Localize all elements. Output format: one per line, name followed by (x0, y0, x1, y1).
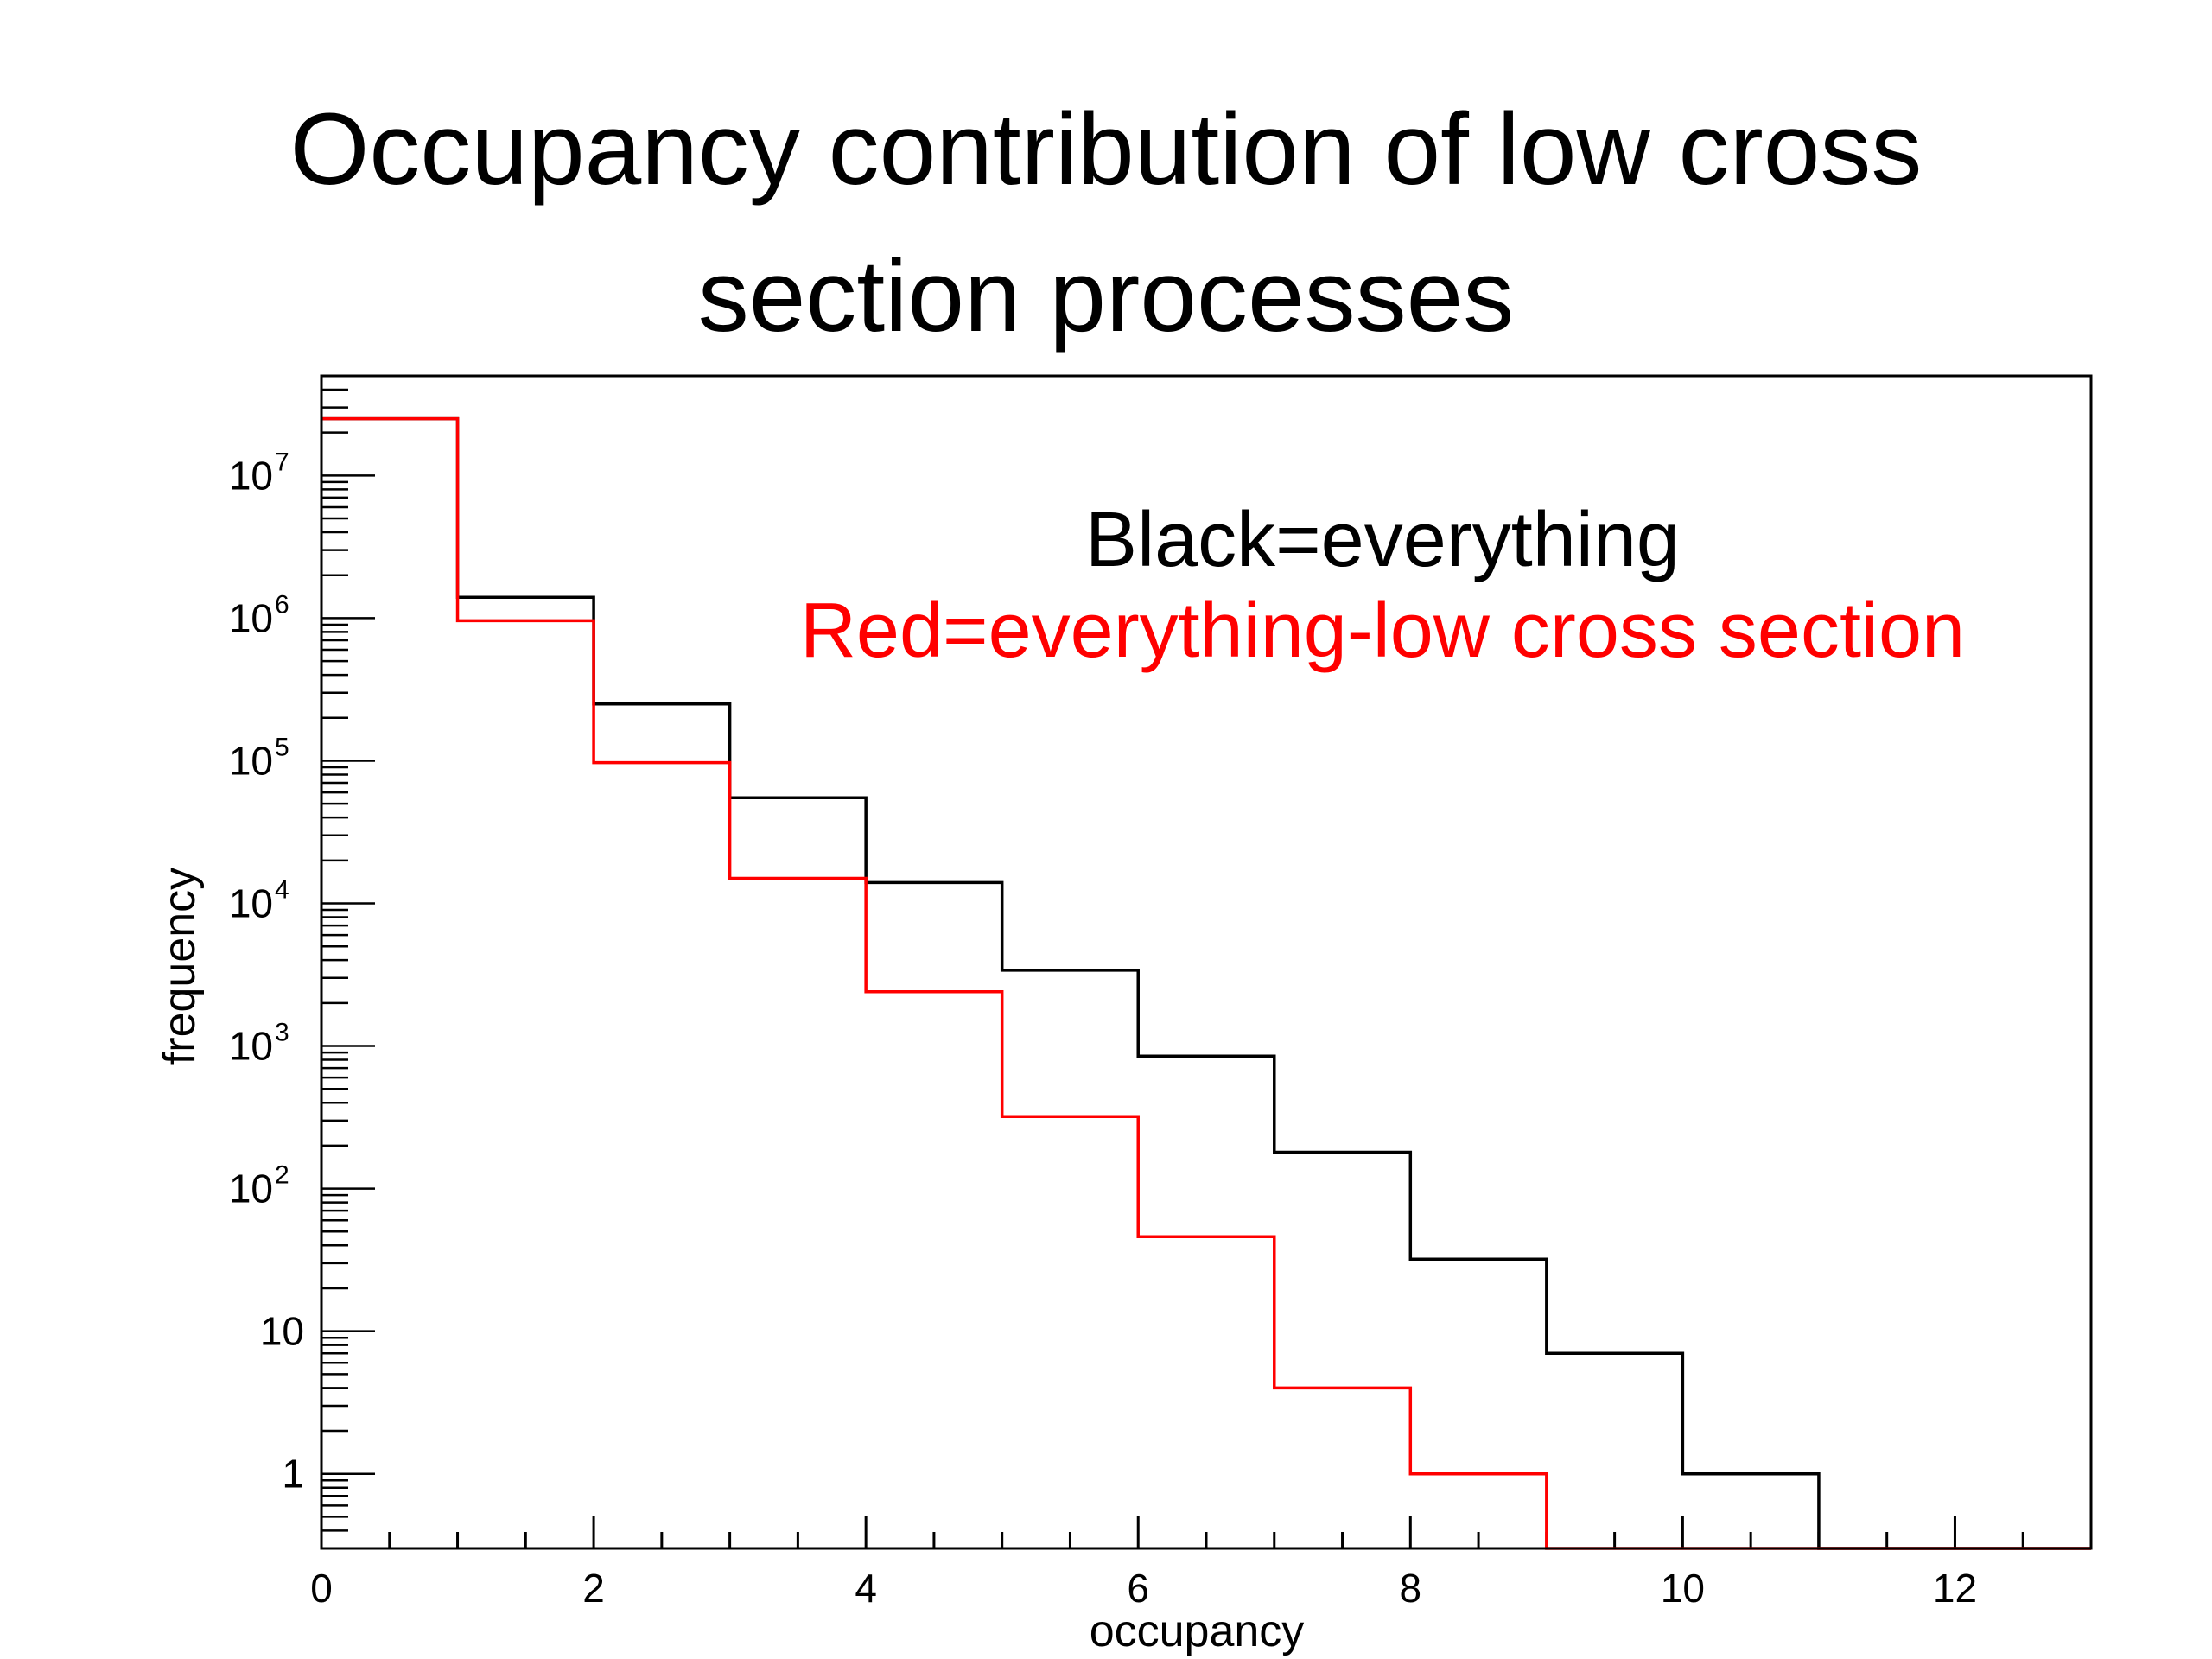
y-tick-label: 10 (229, 595, 273, 640)
chart-title-line-1: Occupancy contribution of low cross (289, 92, 1923, 207)
y-tick-exponent: 2 (275, 1161, 289, 1190)
y-tick-label: 1 (282, 1452, 304, 1497)
y-tick-label: 10 (260, 1309, 304, 1354)
legend-annotation-red: Red=everything-low cross section (800, 588, 1965, 674)
y-tick-exponent: 4 (275, 876, 289, 905)
y-tick-label: 10 (229, 738, 273, 783)
x-tick-label: 8 (1400, 1566, 1422, 1611)
legend-annotation-black: Black=everything (1085, 497, 1680, 583)
axis-ticks (320, 374, 2093, 1550)
plot-frame (320, 374, 2093, 1550)
x-tick-label: 12 (1933, 1566, 1977, 1611)
x-tick-label: 0 (310, 1566, 333, 1611)
x-tick-label: 4 (855, 1566, 877, 1611)
x-tick-label: 6 (1127, 1566, 1149, 1611)
y-tick-label: 10 (229, 881, 273, 926)
y-tick-label: 10 (229, 453, 273, 498)
x-axis-label: occupancy (1090, 1606, 1305, 1656)
x-tick-label: 10 (1661, 1566, 1705, 1611)
y-tick-exponent: 5 (275, 733, 289, 761)
y-tick-exponent: 7 (275, 448, 289, 476)
y-tick-exponent: 3 (275, 1019, 289, 1047)
chart-title-line-2: section processes (697, 239, 1515, 353)
y-axis-label: frequency (155, 868, 205, 1065)
y-tick-label: 10 (229, 1166, 273, 1211)
y-tick-exponent: 6 (275, 590, 289, 619)
x-tick-label: 2 (582, 1566, 605, 1611)
y-tick-label: 10 (229, 1024, 273, 1069)
chart-title: Occupancy contribution of low cross sect… (0, 76, 2212, 370)
